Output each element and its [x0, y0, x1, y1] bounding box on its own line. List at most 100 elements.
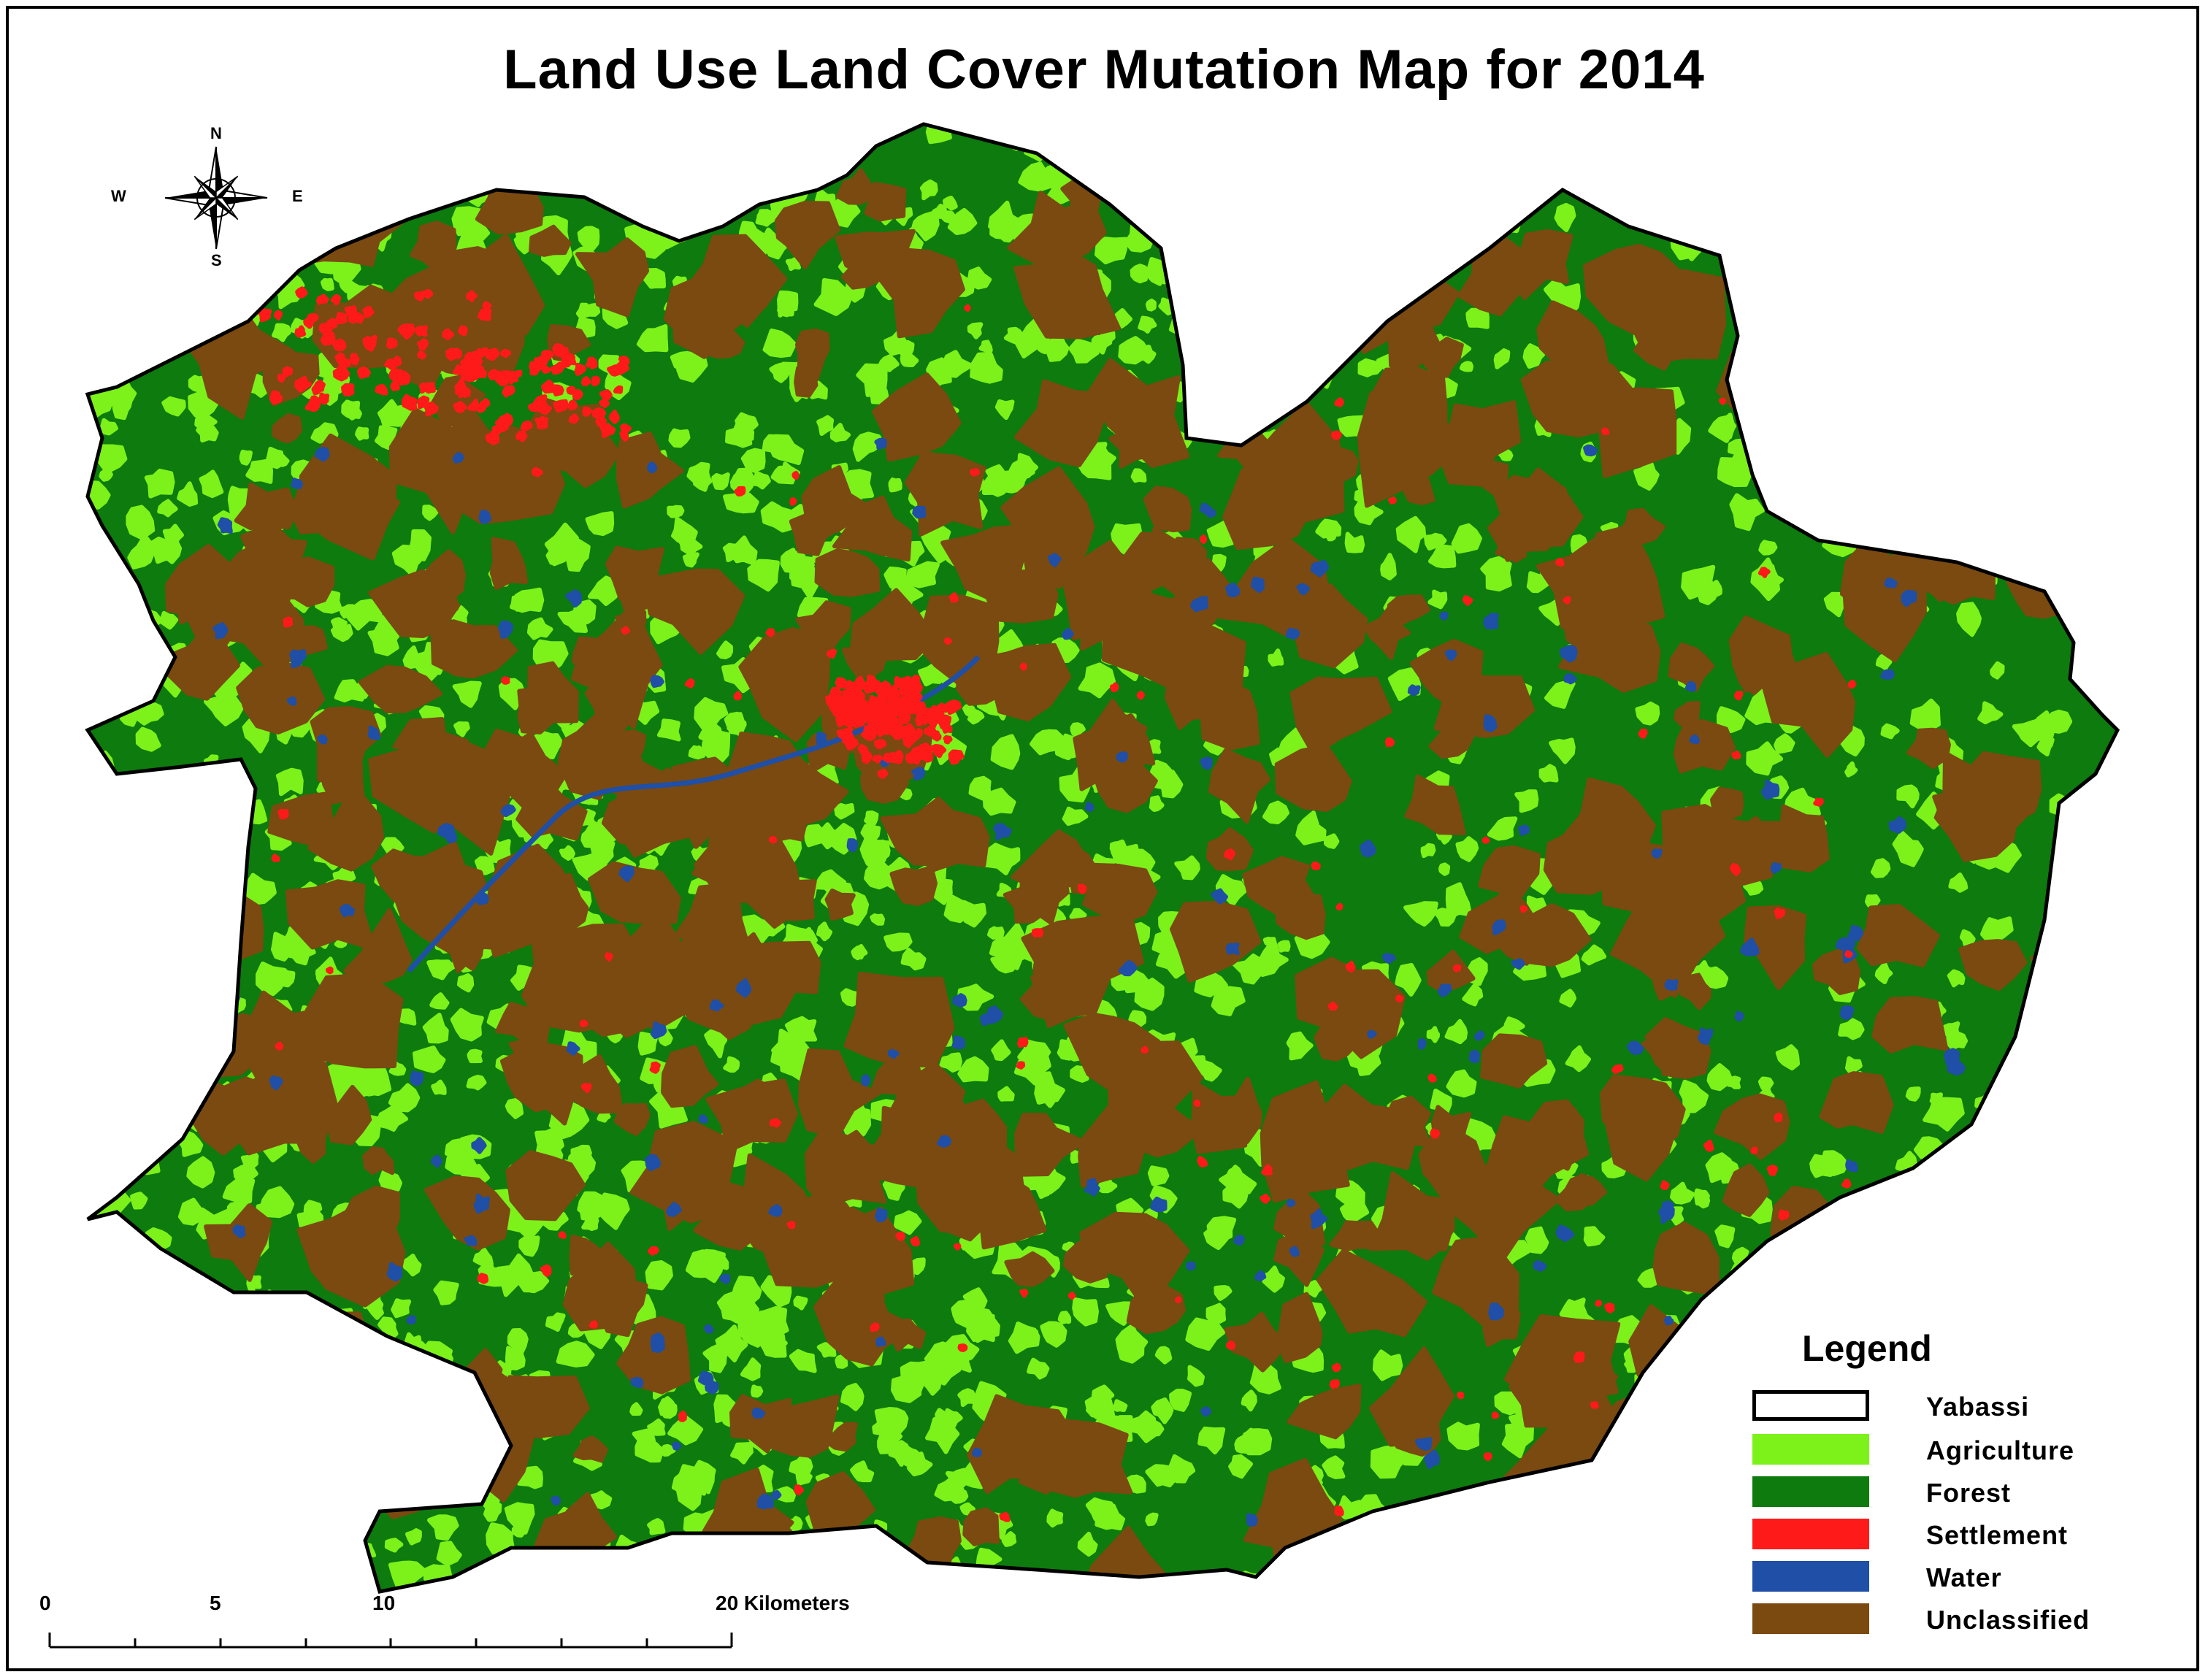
agriculture-patch	[171, 1357, 195, 1383]
settlement-patch	[953, 1243, 962, 1251]
settlement-patch	[1731, 750, 1741, 760]
agriculture-patch	[1706, 1063, 1733, 1092]
agriculture-patch	[88, 1257, 99, 1276]
water-patch	[1520, 1523, 1533, 1537]
agriculture-patch	[874, 1407, 909, 1436]
agriculture-patch	[760, 501, 795, 533]
water-patch	[1233, 1234, 1245, 1246]
settlement-patch	[621, 626, 630, 635]
agriculture-patch	[833, 1551, 848, 1565]
settlement-patch	[568, 413, 580, 424]
agriculture-patch	[1633, 124, 1660, 142]
compass-north: N	[210, 124, 222, 142]
agriculture-patch	[183, 1321, 213, 1354]
agriculture-patch	[69, 670, 83, 681]
agriculture-patch	[1091, 334, 1113, 355]
settlement-patch	[1604, 1303, 1615, 1313]
settlement-patch	[558, 1231, 567, 1239]
settlement-patch	[390, 380, 400, 391]
agriculture-patch	[391, 1298, 412, 1319]
agriculture-patch	[630, 124, 668, 134]
settlement-patch	[1462, 595, 1473, 606]
settlement-patch	[563, 352, 577, 366]
agriculture-patch	[95, 569, 118, 594]
unclassified-patch	[1379, 199, 1429, 242]
agriculture-patch	[234, 1358, 253, 1378]
agriculture-patch	[655, 212, 679, 233]
settlement-patch	[1660, 1180, 1670, 1190]
unclassified-patch	[1875, 280, 1977, 360]
agriculture-patch	[202, 794, 234, 830]
agriculture-patch	[1672, 124, 1703, 145]
agriculture-patch	[1717, 413, 1737, 440]
agriculture-patch	[1601, 176, 1628, 199]
agriculture-patch	[112, 1324, 153, 1361]
agriculture-patch	[1960, 124, 1987, 141]
settlement-patch	[1197, 1156, 1208, 1167]
unclassified-patch	[2020, 1235, 2100, 1294]
settlement-patch	[282, 366, 293, 377]
water-patch	[1697, 1027, 1714, 1046]
agriculture-patch	[883, 566, 910, 592]
agriculture-patch	[1942, 124, 1960, 126]
settlement-patch	[865, 678, 875, 691]
agriculture-patch	[1775, 1044, 1801, 1071]
settlement-patch	[1491, 1411, 1500, 1419]
water-patch	[1186, 1261, 1196, 1271]
water-patch	[1444, 649, 1457, 661]
unclassified-patch	[237, 1403, 304, 1469]
agriculture-patch	[1514, 789, 1539, 813]
agriculture-patch	[577, 1200, 599, 1221]
settlement-patch	[1457, 1392, 1465, 1400]
agriculture-patch	[427, 1514, 459, 1541]
settlement-patch	[835, 714, 850, 728]
agriculture-patch	[1871, 858, 1891, 878]
agriculture-patch	[1373, 1362, 1389, 1376]
agriculture-patch	[256, 961, 287, 997]
agriculture-patch	[1758, 139, 1802, 180]
agriculture-patch	[975, 1547, 1003, 1567]
agriculture-patch	[1814, 314, 1841, 342]
agriculture-patch	[138, 1392, 157, 1409]
agriculture-patch	[355, 426, 369, 441]
agriculture-patch	[2045, 989, 2075, 1020]
settlement-patch	[450, 348, 463, 359]
legend-label: Water	[1926, 1562, 2002, 1592]
water-patch	[875, 1336, 886, 1347]
settlement-patch	[1452, 964, 1462, 973]
settlement-patch	[417, 338, 429, 351]
agriculture-patch	[1948, 872, 1969, 893]
agriculture-patch	[1197, 162, 1228, 184]
settlement-patch	[835, 677, 847, 689]
agriculture-patch	[115, 1418, 134, 1438]
settlement-patch	[534, 355, 548, 369]
agriculture-patch	[101, 1077, 116, 1092]
agriculture-patch	[888, 477, 902, 493]
agriculture-patch	[181, 983, 197, 1002]
agriculture-patch	[188, 375, 207, 393]
water-patch	[1417, 1038, 1427, 1050]
agriculture-patch	[193, 266, 221, 295]
unclassified-patch	[1634, 160, 1711, 220]
agriculture-patch	[210, 274, 244, 302]
agriculture-patch	[201, 1027, 230, 1051]
agriculture-patch	[658, 1396, 677, 1416]
water-patch	[698, 1114, 708, 1124]
water-patch	[1760, 779, 1780, 800]
agriculture-patch	[95, 444, 128, 472]
agriculture-patch	[132, 863, 150, 878]
agriculture-patch	[1544, 681, 1576, 709]
agriculture-patch	[2014, 1059, 2043, 1086]
unclassified-patch	[692, 183, 738, 225]
unclassified-patch	[920, 808, 990, 873]
agriculture-patch	[147, 644, 169, 661]
agriculture-patch	[1775, 280, 1792, 297]
agriculture-patch	[312, 1416, 334, 1441]
agriculture-patch	[369, 1350, 394, 1374]
settlement-patch	[599, 398, 610, 409]
water-patch	[386, 1262, 402, 1282]
settlement-patch	[1757, 567, 1771, 578]
settlement-patch	[1735, 1464, 1743, 1472]
agriculture-patch	[2077, 1266, 2093, 1283]
unclassified-patch	[241, 1519, 284, 1563]
